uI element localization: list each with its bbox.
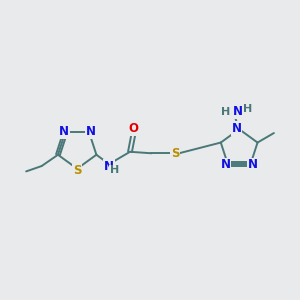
Text: N: N [59, 125, 69, 138]
Text: N: N [85, 125, 95, 138]
Text: N: N [232, 106, 242, 118]
Text: S: S [73, 164, 81, 177]
Text: N: N [248, 158, 258, 171]
Text: O: O [129, 122, 139, 135]
Text: N: N [232, 122, 242, 135]
Text: H: H [221, 107, 230, 117]
Text: H: H [244, 104, 253, 114]
Text: H: H [110, 165, 119, 175]
Text: N: N [104, 160, 114, 172]
Text: S: S [171, 147, 179, 160]
Text: N: N [220, 158, 230, 171]
